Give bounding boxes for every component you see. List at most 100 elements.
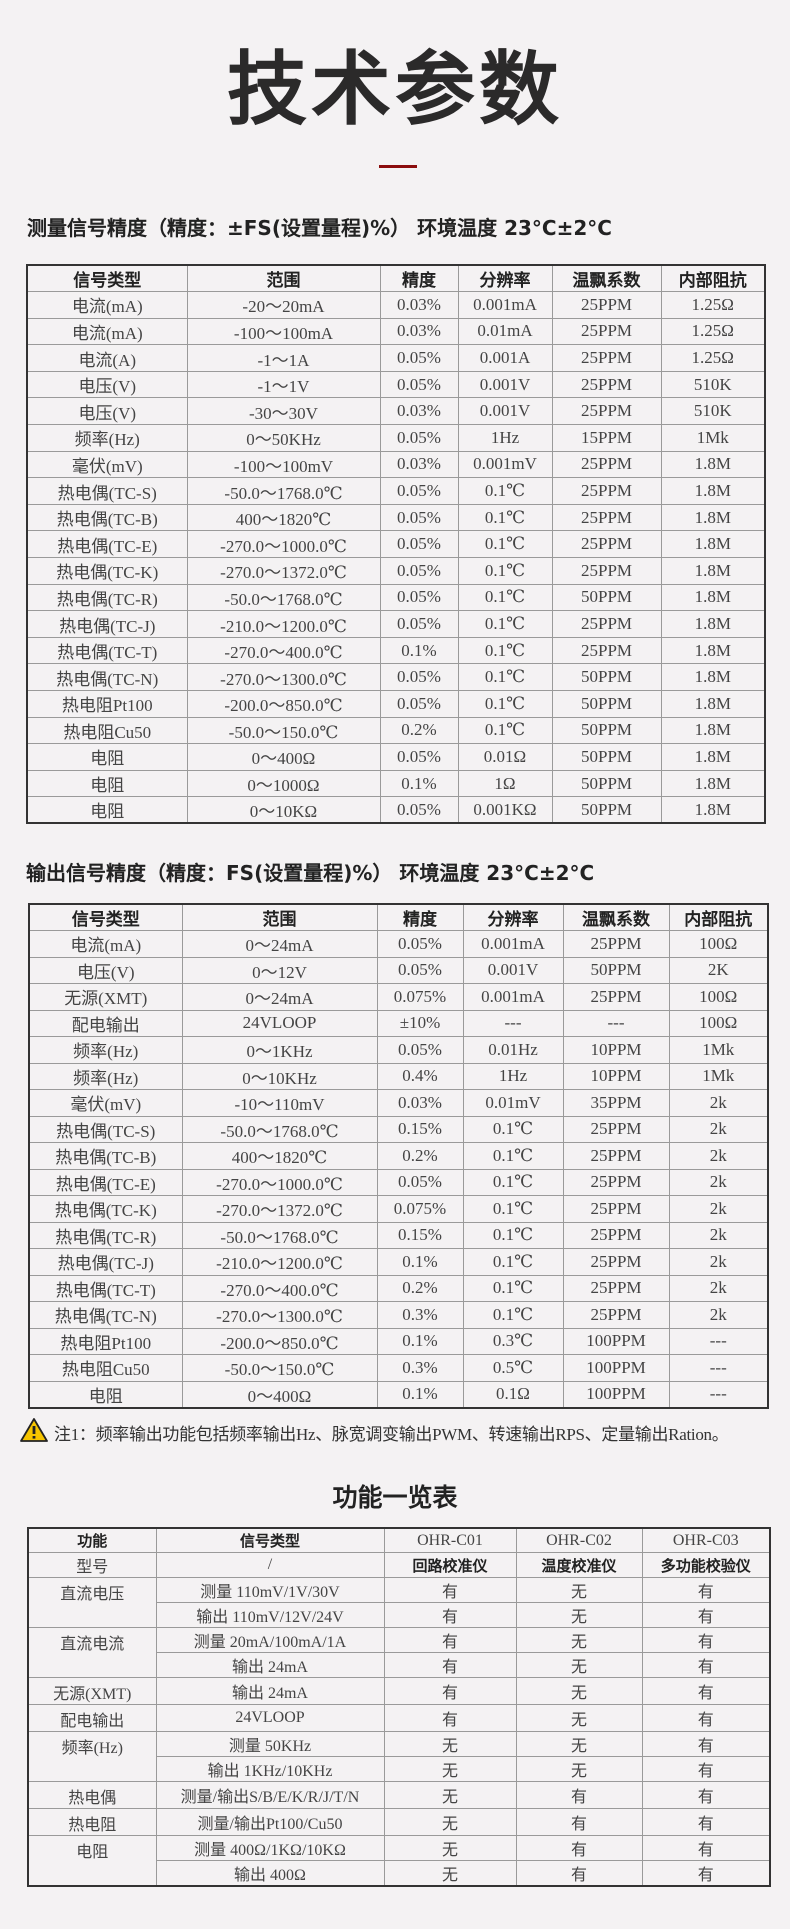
table-cell: 1Hz: [457, 424, 553, 452]
table-row: 电流(mA) -100～100mA 0.03% 0.01mA 25PPM 1.25Ω: [26, 317, 766, 346]
table-cell: 2k: [668, 1168, 769, 1196]
table-cell: 0～12V: [181, 956, 378, 984]
table-cell: -50.0～150.0℃: [181, 1354, 378, 1382]
table-cell: 有: [641, 1835, 771, 1862]
table-cell: 0.01mA: [457, 317, 553, 346]
table-cell: -10～110mV: [181, 1089, 378, 1117]
table-cell: 25PPM: [562, 930, 670, 958]
function-table: 功能 信号类型 OHR-C01 OHR-C02 OHR-C03 型号 / 回路校准仪 温度校准仪…: [27, 1527, 771, 1888]
table-cell: 热电偶(TC-S): [28, 1115, 183, 1143]
table-row: 热电偶(TC-R) -50.0～1768.0℃ 0.15% 0.1℃ 25PPM 2k: [28, 1221, 769, 1249]
table-row: 热电偶(TC-K) -270.0～1372.0℃ 0.075% 0.1℃ 25PPM 2k: [28, 1195, 769, 1223]
table-cell: 0.03%: [379, 450, 459, 479]
table-cell: 频率(Hz): [26, 424, 188, 452]
table-cell: 电阻: [26, 769, 188, 798]
table-cell: 50PPM: [551, 583, 662, 612]
table-row: 电压(V) -30～30V 0.03% 0.001V 25PPM 510K: [26, 397, 766, 426]
column-header: 功能: [27, 1527, 157, 1554]
table-cell: 25PPM: [562, 1301, 670, 1329]
table-row: 频率(Hz) 0～10KHz 0.4% 1Hz 10PPM 1Mk: [28, 1062, 769, 1090]
table-row: 热电阻Pt100 -200.0～850.0℃ 0.05% 0.1℃ 50PPM 1.8M: [26, 690, 766, 718]
table-cell: 测量 50KHz: [155, 1731, 385, 1758]
table-cell: 25PPM: [551, 450, 662, 479]
table-cell: 0.001mA: [462, 930, 564, 958]
table-cell: 热电偶(TC-R): [28, 1221, 183, 1249]
table-cell: 0.001V: [462, 956, 564, 984]
table-cell: 400～1820℃: [186, 503, 381, 532]
table-cell: 0.001KΩ: [457, 796, 553, 824]
table-cell: 1.8M: [660, 477, 766, 505]
table-cell: 100PPM: [562, 1327, 670, 1355]
table-row: 直流电流 测量 20mA/100mA/1A 有无有: [27, 1627, 771, 1679]
table-cell: 有: [515, 1808, 643, 1837]
table-cell: 0.3℃: [462, 1327, 564, 1355]
table-row: 电阻 测量 400Ω/1KΩ/10KΩ 无有有: [27, 1835, 771, 1887]
table-row: 电压(V) -1～1V 0.05% 0.001V 25PPM 510K: [26, 370, 766, 399]
table-cell: 有: [383, 1602, 517, 1629]
table-cell: 无: [383, 1808, 517, 1837]
table-cell: 0.15%: [376, 1115, 464, 1143]
table-cell: 热电偶(TC-N): [26, 663, 188, 691]
table-cell: 无: [515, 1704, 643, 1733]
table-cell: 25PPM: [562, 1142, 670, 1170]
column-header: 温飘系数: [562, 903, 670, 931]
table-cell: 有: [641, 1731, 771, 1758]
table-cell: 输出 24mA: [155, 1652, 385, 1679]
table-cell: 1.8M: [660, 636, 766, 665]
table-cell: 0.05%: [379, 743, 459, 771]
table-cell: 无: [515, 1756, 643, 1783]
table-row: 频率(Hz) 0～50KHz 0.05% 1Hz 15PPM 1Mk: [26, 424, 766, 452]
output-spec-table: 信号类型 范围 精度 分辨率 温飘系数 内部阻抗 电流(mA) 0～24mA 0.05% 0.00…: [28, 903, 769, 1409]
table-cell: 25PPM: [562, 1221, 670, 1249]
table-cell: 1.25Ω: [660, 317, 766, 346]
table-cell: 0.1Ω: [462, 1380, 564, 1408]
table-cell: -210.0～1200.0℃: [181, 1248, 378, 1276]
table-cell: ---: [668, 1354, 769, 1382]
table-cell: 50PPM: [551, 690, 662, 718]
table-cell: 热电偶(TC-J): [26, 610, 188, 638]
table-cell: ---: [462, 1009, 564, 1037]
table-cell: 2k: [668, 1142, 769, 1170]
table-cell: 测量 20mA/100mA/1A: [155, 1627, 385, 1654]
table-cell: 测量/输出Pt100/Cu50: [155, 1808, 385, 1837]
table-cell: 1.8M: [660, 530, 766, 559]
column-header: 温飘系数: [551, 264, 662, 293]
table-row: 热电偶(TC-B) 400～1820℃ 0.2% 0.1℃ 25PPM 2k: [28, 1142, 769, 1170]
table-cell: 0.05%: [379, 424, 459, 452]
table-cell: 0.05%: [379, 530, 459, 559]
table-cell: 0.1℃: [457, 610, 553, 638]
table-cell: 2k: [668, 1195, 769, 1223]
table-cell: 35PPM: [562, 1089, 670, 1117]
table-cell: 0～1KHz: [181, 1036, 378, 1064]
table-cell: 0.1℃: [462, 1195, 564, 1223]
table-cell: 0.1%: [376, 1327, 464, 1355]
table-cell: 频率(Hz): [28, 1036, 183, 1064]
table-row: 直流电压 测量 110mV/1V/30V 有无有: [27, 1577, 771, 1629]
table-row: 无源(XMT) 0～24mA 0.075% 0.001mA 25PPM 100Ω: [28, 983, 769, 1011]
table-row: 热电偶(TC-T) -270.0～400.0℃ 0.1% 0.1℃ 25PPM 1.8M: [26, 636, 766, 665]
table-cell: 无: [383, 1860, 517, 1887]
column-header: 范围: [186, 264, 381, 293]
table-cell: 有: [383, 1652, 517, 1679]
table-cell: 1.8M: [660, 450, 766, 479]
table-cell: ---: [668, 1380, 769, 1408]
table-row: 热电偶(TC-N) -270.0～1300.0℃ 0.05% 0.1℃ 50PPM 1.8…: [26, 663, 766, 691]
table-cell: 0.05%: [379, 663, 459, 691]
table-cell: 热电偶(TC-E): [26, 530, 188, 559]
table-cell: -50.0～1768.0℃: [186, 583, 381, 612]
table-cell: 510K: [660, 397, 766, 426]
function-name: 频率(Hz): [27, 1731, 157, 1783]
table-cell: -1～1V: [186, 370, 381, 399]
table-cell: 电流(mA): [28, 930, 183, 958]
table-row: 输出 1KHz/10KHz 无无有: [28, 1756, 771, 1783]
table-cell: 0.1℃: [457, 690, 553, 718]
table-cell: 0.01mV: [462, 1089, 564, 1117]
table-cell: 10PPM: [562, 1062, 670, 1090]
table-cell: 热电偶(TC-J): [28, 1248, 183, 1276]
function-name: 电阻: [27, 1835, 157, 1887]
table-cell: 100Ω: [668, 930, 769, 958]
table-cell: 0.001mV: [457, 450, 553, 479]
table-row: 电阻 0～400Ω 0.05% 0.01Ω 50PPM 1.8M: [26, 743, 766, 771]
table-cell: 有: [641, 1781, 771, 1810]
table-cell: 0.05%: [376, 930, 464, 958]
